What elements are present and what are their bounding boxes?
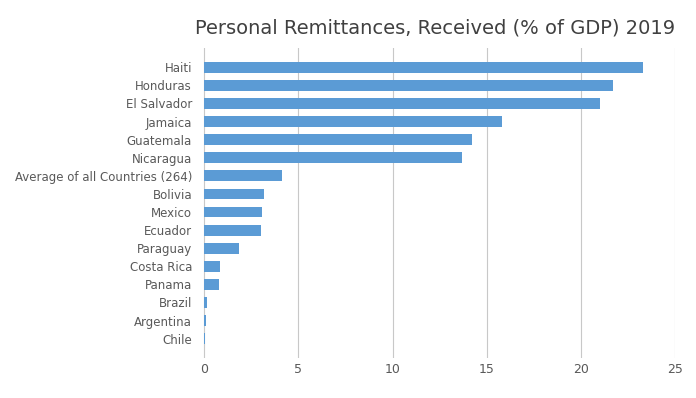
Bar	[205, 243, 239, 254]
Bar	[205, 134, 472, 145]
Bar	[205, 261, 221, 272]
Bar	[205, 80, 613, 91]
Title: Personal Remittances, Received (% of GDP) 2019: Personal Remittances, Received (% of GDP…	[195, 19, 675, 38]
Bar	[205, 189, 264, 199]
Bar	[205, 152, 462, 163]
Bar	[205, 98, 600, 109]
Bar	[205, 170, 281, 181]
Bar	[205, 62, 643, 73]
Bar	[205, 279, 219, 290]
Bar	[205, 116, 502, 127]
Bar	[205, 207, 262, 217]
Bar	[205, 225, 261, 236]
Bar	[205, 297, 207, 308]
